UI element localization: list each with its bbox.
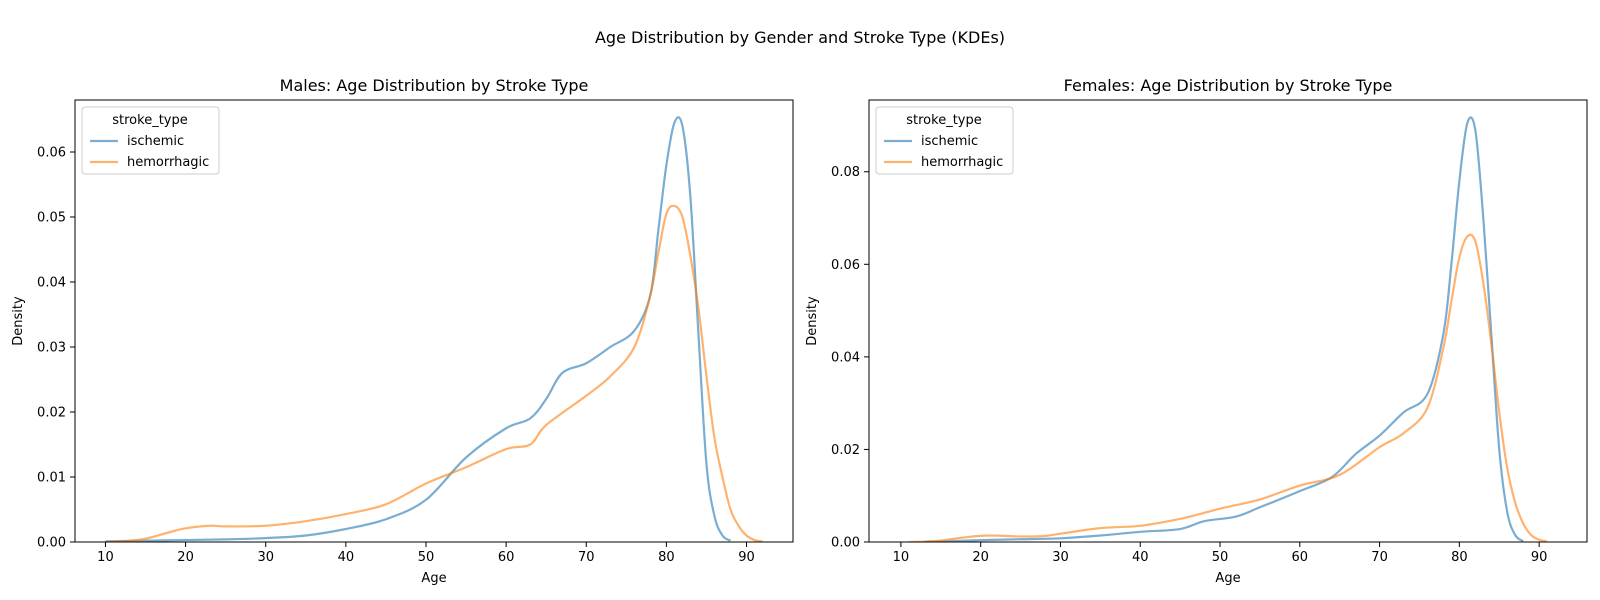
panel-1-legend: stroke_type ischemic hemorrhagic <box>81 106 220 175</box>
panel-1-xtick-label: 80 <box>658 550 675 565</box>
panel-1-ytick-label: 0.05 <box>37 211 66 226</box>
panel-2-legend: stroke_type ischemic hemorrhagic <box>875 106 1014 175</box>
panel-2: 10 20 30 40 50 60 70 80 90 0.00 0.02 0.04 0.06 0.08 Fe… <box>805 76 1588 586</box>
panel-1-xtick-label: 20 <box>177 550 194 565</box>
panel-1-legend-label-ischemic: ischemic <box>127 134 184 149</box>
panel-1-legend-box <box>81 106 220 175</box>
panel-2-xtick-label: 70 <box>1371 550 1388 565</box>
panel-1-xtick-label: 40 <box>338 550 355 565</box>
panel-1-ytick-label: 0.06 <box>37 146 66 161</box>
panel-1-ytick-label: 0.01 <box>37 471 66 486</box>
panel-1: 10 20 30 40 50 60 70 80 90 0.00 0.01 0.02 0.03 0.04 0.… <box>11 76 794 586</box>
panel-1-ytick-label: 0.02 <box>37 406 66 421</box>
panel-1-axes-frame <box>74 99 794 543</box>
panel-2-xtick-label: 20 <box>972 550 989 565</box>
panel-2-xtick-label: 80 <box>1451 550 1468 565</box>
panel-1-xtick-label: 50 <box>418 550 435 565</box>
panel-2-ylabel: Density <box>805 296 820 346</box>
panel-2-ytick-label: 0.00 <box>831 536 860 551</box>
panel-1-xlabel: Age <box>421 571 446 586</box>
panel-2-xtick-label: 90 <box>1531 550 1548 565</box>
panel-1-legend-title: stroke_type <box>112 113 188 128</box>
panel-1-xtick-label: 70 <box>578 550 595 565</box>
figure-suptitle: Age Distribution by Gender and Stroke Ty… <box>595 28 1005 47</box>
panel-2-xtick-label: 30 <box>1052 550 1069 565</box>
panel-1-legend-label-hemorrhagic: hemorrhagic <box>127 155 209 170</box>
panel-2-line-hemorrhagic <box>908 233 1548 542</box>
panel-2-legend-label-hemorrhagic: hemorrhagic <box>921 155 1003 170</box>
panel-1-xtick-label: 90 <box>738 550 755 565</box>
panel-2-ytick-label: 0.04 <box>831 350 860 365</box>
panel-2-xtick-label: 50 <box>1212 550 1229 565</box>
panel-1-xtick-label: 30 <box>257 550 274 565</box>
panel-1-line-ischemic <box>105 116 732 542</box>
panel-2-legend-title: stroke_type <box>906 113 982 128</box>
panel-1-ytick-label: 0.03 <box>37 341 66 356</box>
panel-1-title: Males: Age Distribution by Stroke Type <box>280 76 589 95</box>
panel-1-ylabel: Density <box>11 296 26 346</box>
panel-2-xtick-label: 40 <box>1132 550 1149 565</box>
panel-2-ytick-label: 0.02 <box>831 443 860 458</box>
panel-2-ytick-label: 0.08 <box>831 165 860 180</box>
panel-2-xtick-label: 60 <box>1292 550 1309 565</box>
panel-2-xtick-label: 10 <box>893 550 910 565</box>
panel-2-legend-box <box>875 106 1014 175</box>
panel-2-title: Females: Age Distribution by Stroke Type <box>1064 76 1393 95</box>
panel-1-line-hemorrhagic <box>105 204 763 542</box>
panel-2-xlabel: Age <box>1215 571 1240 586</box>
panel-1-ytick-label: 0.04 <box>37 276 66 291</box>
panel-2-axes-frame <box>868 99 1588 543</box>
panel-1-ytick-label: 0.00 <box>37 536 66 551</box>
panel-1-xtick-label: 60 <box>498 550 515 565</box>
panel-2-ytick-label: 0.06 <box>831 258 860 273</box>
panel-2-line-ischemic <box>924 116 1524 542</box>
panel-1-xtick-label: 10 <box>97 550 114 565</box>
panel-2-legend-label-ischemic: ischemic <box>921 134 978 149</box>
